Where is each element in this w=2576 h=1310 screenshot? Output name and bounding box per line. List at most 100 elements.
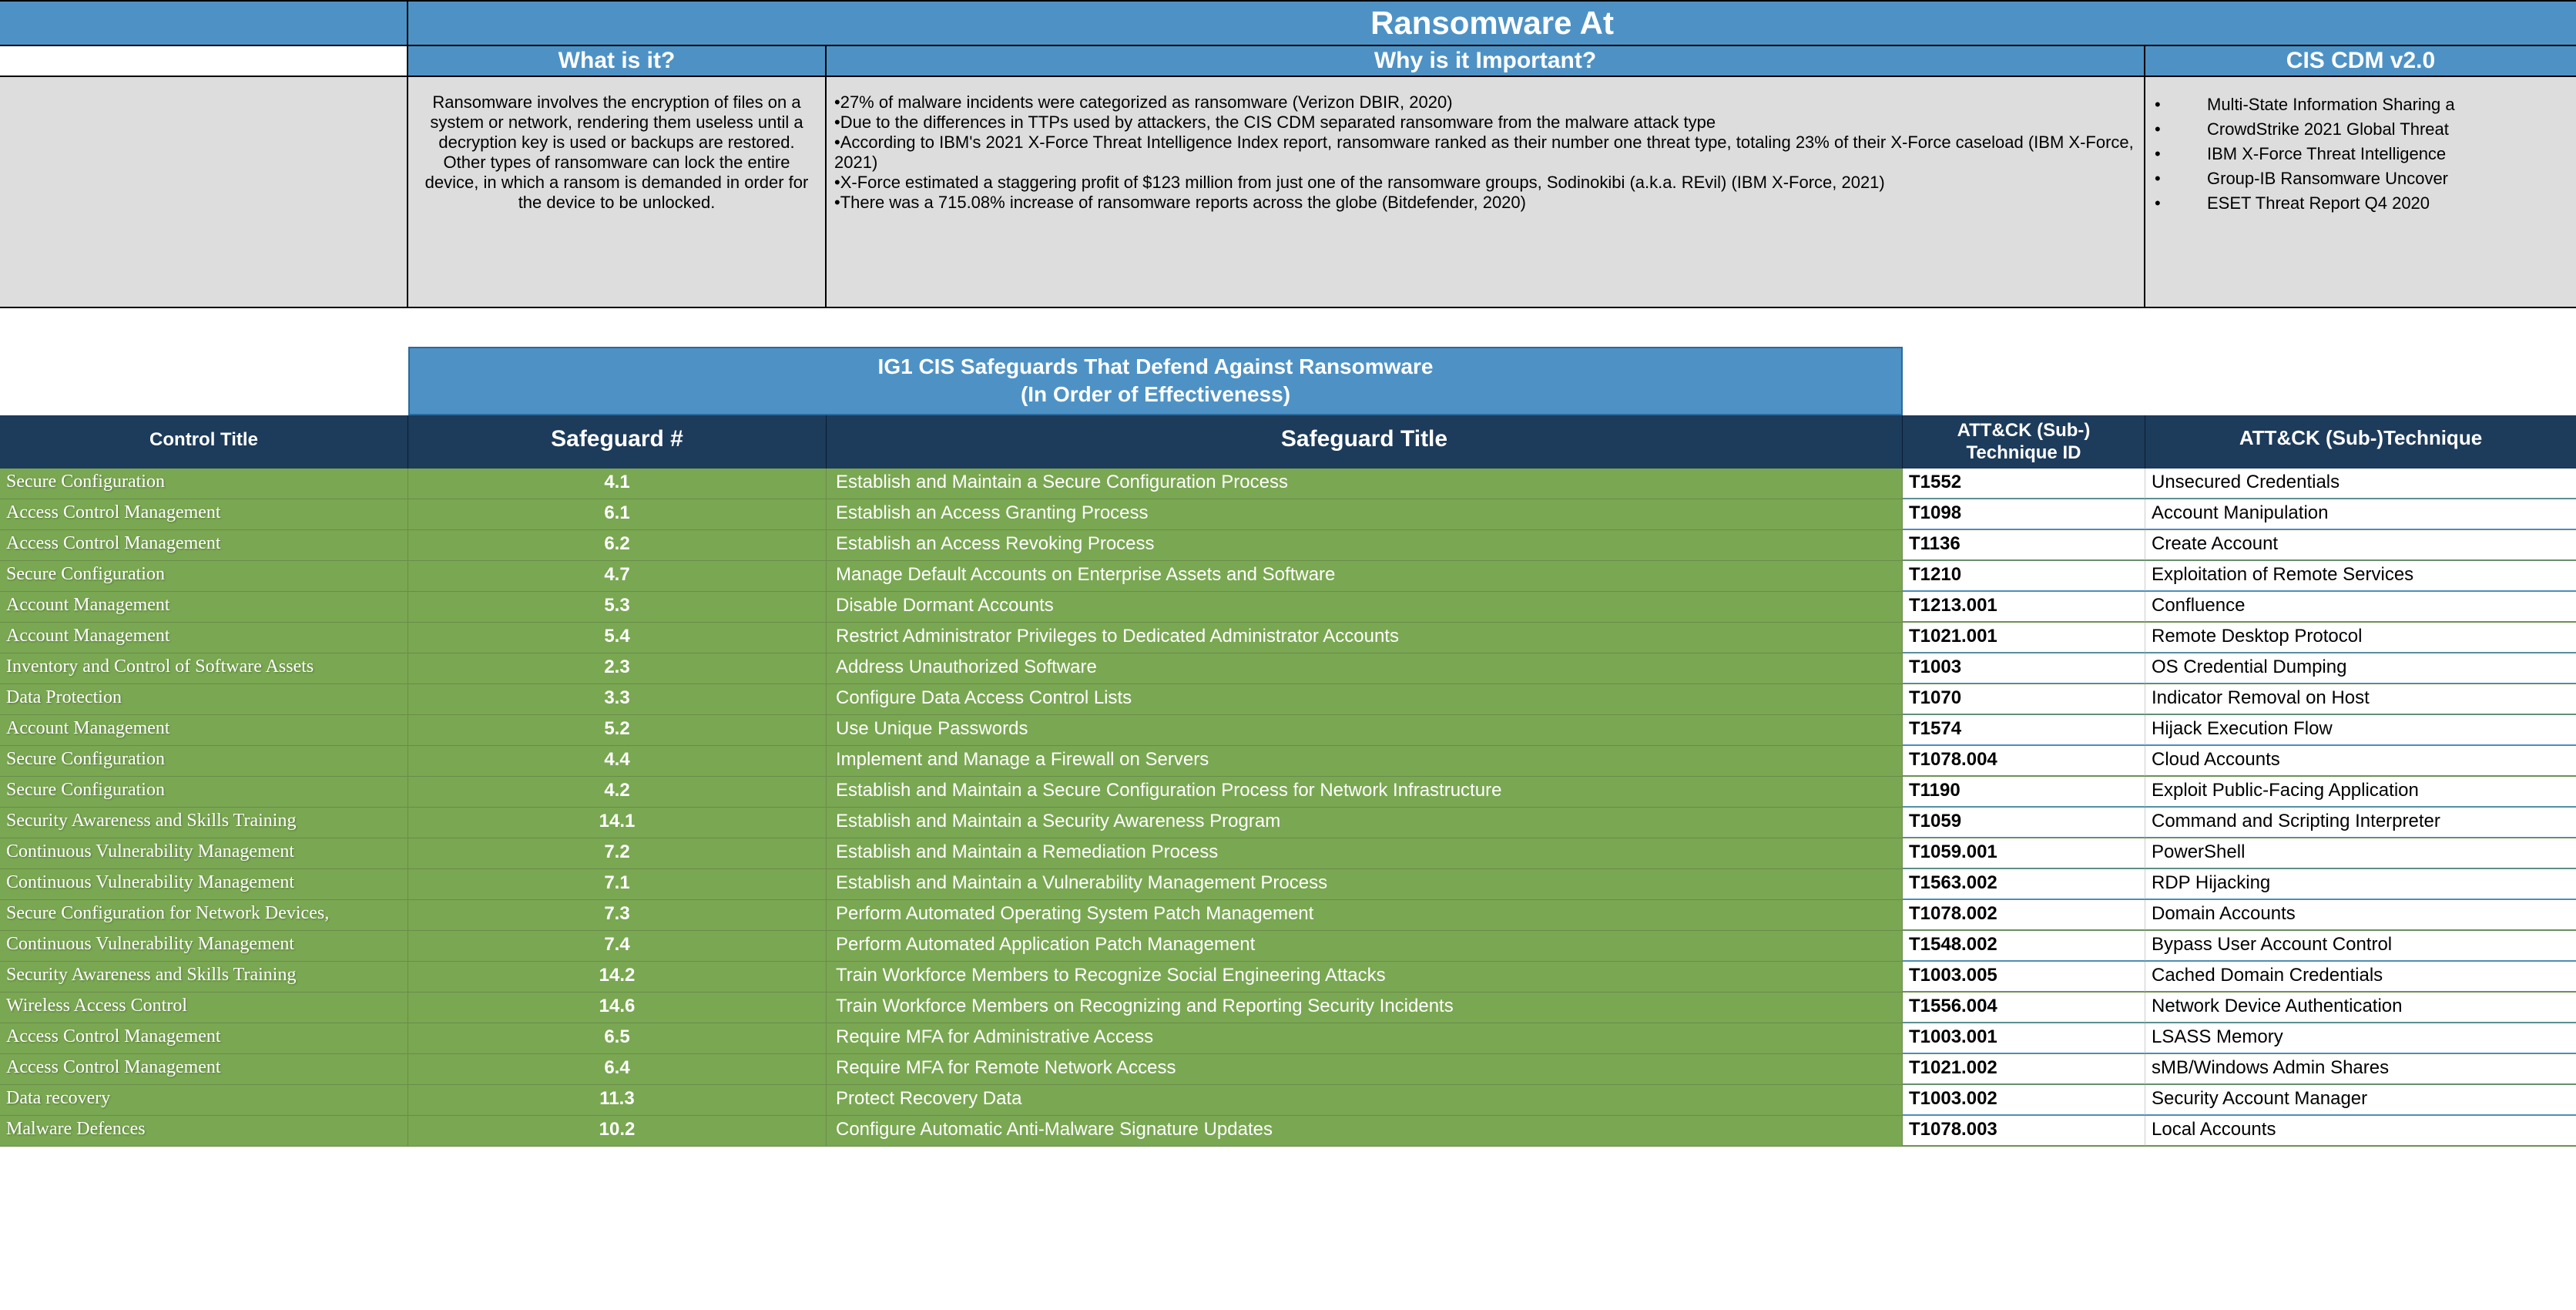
bullet-icon: • [2155,191,2207,216]
cell-control-title: Secure Configuration [0,777,408,807]
cell-attack-id: T1078.002 [1903,900,2145,930]
cell-safeguard-num: 6.5 [408,1023,827,1053]
header-cdm: CIS CDM v2.0 [2145,46,2576,76]
desc-cdm-list: ••••• Multi-State Information Sharing aC… [2145,77,2576,307]
cell-safeguard-num: 4.2 [408,777,827,807]
bullet-icon: • [2155,166,2207,191]
table-row: Secure Configuration4.7Manage Default Ac… [0,561,2576,592]
cell-safeguard-title: Train Workforce Members to Recognize Soc… [827,962,1903,992]
cell-safeguard-title: Perform Automated Operating System Patch… [827,900,1903,930]
table-row: Account Management5.2Use Unique Password… [0,715,2576,746]
cell-attack-name: LSASS Memory [2145,1023,2576,1053]
col-control-title: Control Title [0,415,408,469]
cell-safeguard-title: Establish and Maintain a Secure Configur… [827,469,1903,499]
header-what: What is it? [408,46,827,76]
cell-safeguard-num: 7.3 [408,900,827,930]
cell-attack-id: T1003.005 [1903,962,2145,992]
cell-control-title: Continuous Vulnerability Management [0,869,408,899]
table-row: Data recovery11.3Protect Recovery DataT1… [0,1085,2576,1116]
cell-attack-name: Create Account [2145,530,2576,560]
cell-safeguard-title: Configure Data Access Control Lists [827,684,1903,714]
cell-safeguard-title: Require MFA for Remote Network Access [827,1054,1903,1084]
cell-safeguard-title: Establish an Access Revoking Process [827,530,1903,560]
cell-attack-name: Hijack Execution Flow [2145,715,2576,745]
cell-attack-name: PowerShell [2145,838,2576,868]
table-row: Security Awareness and Skills Training14… [0,962,2576,993]
ig1-header: IG1 CIS Safeguards That Defend Against R… [408,347,1903,415]
cell-safeguard-num: 6.2 [408,530,827,560]
cell-control-title: Secure Configuration [0,746,408,776]
cdm-item: Group-IB Ransomware Uncover [2207,166,2455,191]
cell-attack-name: Remote Desktop Protocol [2145,623,2576,653]
cell-safeguard-num: 4.4 [408,746,827,776]
desc-empty-cell [0,77,408,307]
cell-safeguard-title: Configure Automatic Anti-Malware Signatu… [827,1116,1903,1146]
section-header-row: What is it? Why is it Important? CIS CDM… [0,46,2576,77]
why-bullet: •Due to the differences in TTPs used by … [834,113,2136,133]
cell-attack-id: T1021.002 [1903,1054,2145,1084]
cell-safeguard-num: 5.2 [408,715,827,745]
cdm-item: CrowdStrike 2021 Global Threat [2207,117,2455,142]
cell-safeguard-title: Establish and Maintain a Remediation Pro… [827,838,1903,868]
header-why: Why is it Important? [827,46,2145,76]
cell-control-title: Account Management [0,592,408,622]
title-bar: Ransomware At [0,0,2576,46]
page-title: Ransomware At [408,2,2576,45]
cell-safeguard-title: Require MFA for Administrative Access [827,1023,1903,1053]
cell-attack-id: T1003 [1903,653,2145,684]
cell-attack-id: T1003.001 [1903,1023,2145,1053]
table-row: Secure Configuration4.1Establish and Mai… [0,469,2576,499]
desc-what-text: Ransomware involves the encryption of fi… [408,77,827,307]
why-bullet: •27% of malware incidents were categoriz… [834,92,2136,113]
cell-control-title: Account Management [0,715,408,745]
cdm-bullet-col: ••••• [2145,92,2207,216]
cell-attack-id: T1563.002 [1903,869,2145,899]
cell-safeguard-num: 4.7 [408,561,827,591]
cell-attack-id: T1213.001 [1903,592,2145,622]
cell-control-title: Malware Defences [0,1116,408,1146]
table-row: Malware Defences10.2Configure Automatic … [0,1116,2576,1147]
cell-safeguard-num: 5.4 [408,623,827,653]
cell-attack-id: T1078.004 [1903,746,2145,776]
cdm-item-col: Multi-State Information Sharing aCrowdSt… [2207,92,2455,216]
cell-attack-name: Domain Accounts [2145,900,2576,930]
cell-safeguard-title: Implement and Manage a Firewall on Serve… [827,746,1903,776]
table-row: Continuous Vulnerability Management7.1Es… [0,869,2576,900]
cell-safeguard-title: Restrict Administrator Privileges to Ded… [827,623,1903,653]
cell-safeguard-title: Perform Automated Application Patch Mana… [827,931,1903,961]
cell-attack-name: sMB/Windows Admin Shares [2145,1054,2576,1084]
cell-control-title: Security Awareness and Skills Training [0,962,408,992]
cell-attack-id: T1003.002 [1903,1085,2145,1115]
ig1-header-line1: IG1 CIS Safeguards That Defend Against R… [410,353,1901,381]
ig1-rest-cell [1903,347,2576,415]
cell-safeguard-num: 7.2 [408,838,827,868]
cell-control-title: Access Control Management [0,499,408,529]
table-row: Inventory and Control of Software Assets… [0,653,2576,684]
desc-why-bullets: •27% of malware incidents were categoriz… [827,77,2145,307]
description-row: Ransomware involves the encryption of fi… [0,77,2576,308]
cell-safeguard-num: 14.2 [408,962,827,992]
gap-spacer [0,308,2576,347]
cell-attack-id: T1070 [1903,684,2145,714]
table-row: Continuous Vulnerability Management7.4Pe… [0,931,2576,962]
cell-control-title: Inventory and Control of Software Assets [0,653,408,684]
table-row: Data Protection3.3Configure Data Access … [0,684,2576,715]
cell-attack-id: T1556.004 [1903,993,2145,1023]
cell-attack-name: Cloud Accounts [2145,746,2576,776]
why-bullet: •According to IBM's 2021 X-Force Threat … [834,133,2136,173]
cell-attack-id: T1190 [1903,777,2145,807]
table-row: Wireless Access Control14.6Train Workfor… [0,993,2576,1023]
cell-control-title: Access Control Management [0,1023,408,1053]
cell-attack-id: T1021.001 [1903,623,2145,653]
cell-control-title: Data recovery [0,1085,408,1115]
cell-attack-name: Unsecured Credentials [2145,469,2576,499]
cell-attack-name: Confluence [2145,592,2576,622]
header-empty-cell [0,46,408,76]
col-attack-id: ATT&CK (Sub-) Technique ID [1903,415,2145,469]
data-rows-container: Secure Configuration4.1Establish and Mai… [0,469,2576,1147]
cell-attack-id: T1078.003 [1903,1116,2145,1146]
cell-control-title: Secure Configuration [0,469,408,499]
cdm-item: IBM X-Force Threat Intelligence [2207,142,2455,166]
cell-attack-id: T1059 [1903,808,2145,838]
cell-safeguard-title: Train Workforce Members on Recognizing a… [827,993,1903,1023]
